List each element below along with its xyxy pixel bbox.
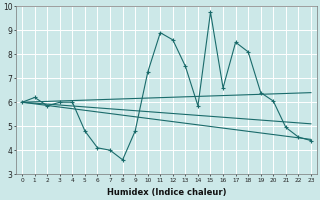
X-axis label: Humidex (Indice chaleur): Humidex (Indice chaleur)	[107, 188, 226, 197]
